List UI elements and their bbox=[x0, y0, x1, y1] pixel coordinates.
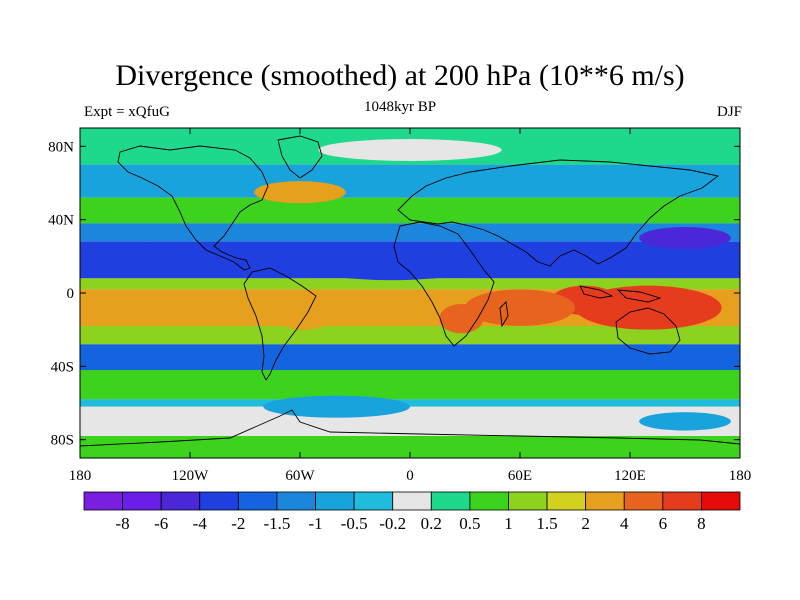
colorbar-label: 1.5 bbox=[536, 514, 557, 533]
subtitle-epoch: 1048kyr BP bbox=[363, 99, 437, 115]
field-band-10 bbox=[80, 399, 740, 407]
coastline-south-america bbox=[243, 267, 317, 381]
colorbar-box bbox=[546, 491, 587, 511]
field-band-11 bbox=[80, 406, 740, 436]
colorbar-label: -6 bbox=[154, 514, 168, 533]
colorbar-labels: -8 -6 -4 -2 -1.5 -1 -0.5 -0.2 0.2 0.5 1 1.5 2 4 6 8 bbox=[116, 514, 706, 533]
x-tick-label: 60W bbox=[285, 468, 315, 484]
subtitle-season: DJF bbox=[716, 104, 742, 120]
colorbar-box bbox=[237, 491, 278, 511]
x-tick-label: 120W bbox=[172, 468, 210, 484]
y-tick-label: 80S bbox=[51, 433, 74, 449]
x-tick-label: 120E bbox=[614, 468, 646, 484]
colorbar-label: -4 bbox=[193, 514, 208, 533]
coastlines bbox=[80, 135, 740, 447]
colorbar-label: 2 bbox=[581, 514, 590, 533]
coastline-greenland bbox=[277, 135, 323, 179]
field-band-3 bbox=[80, 223, 740, 242]
colorbar-box bbox=[276, 491, 316, 511]
field-band-5 bbox=[80, 278, 740, 290]
colorbar-label: -1 bbox=[308, 514, 322, 533]
field-blob-7 bbox=[116, 245, 227, 268]
field-blob-9 bbox=[263, 395, 410, 418]
field-band-9 bbox=[80, 370, 740, 400]
coastline-australia bbox=[615, 307, 681, 355]
subtitle-experiment: Expt = xQfuG bbox=[84, 104, 170, 120]
chart-title: Divergence (smoothed) at 200 hPa (10**6 … bbox=[115, 59, 685, 92]
colorbar-box bbox=[662, 491, 702, 511]
colorbar-label: 0.5 bbox=[459, 514, 480, 533]
colorbar-box bbox=[199, 491, 239, 511]
y-tick-label: 0 bbox=[67, 286, 75, 302]
field-band-1 bbox=[80, 164, 740, 198]
field-band-12 bbox=[80, 436, 740, 458]
field-blob-3 bbox=[439, 304, 484, 334]
field-band-8 bbox=[80, 344, 740, 370]
colorbar-label: -0.2 bbox=[379, 514, 406, 533]
y-tick-label: 40N bbox=[48, 213, 74, 229]
y-tick-label: 40S bbox=[51, 359, 74, 375]
colorbar-box bbox=[315, 491, 355, 511]
colorbar-label: 1 bbox=[504, 514, 513, 533]
coastline-antarctica bbox=[80, 409, 740, 447]
y-tick-labels: 80N 40N 0 40S 80S bbox=[48, 139, 74, 448]
x-tick-label: 180 bbox=[729, 468, 752, 484]
colorbar-box bbox=[585, 491, 625, 511]
field-blob-5 bbox=[300, 247, 484, 281]
colorbar-box bbox=[701, 491, 741, 511]
field-blob-6 bbox=[639, 227, 731, 249]
colorbar-label: -1.5 bbox=[263, 514, 290, 533]
colorbar bbox=[83, 491, 741, 511]
coastline-north-america bbox=[117, 145, 269, 271]
colorbar-label: 0.2 bbox=[421, 514, 442, 533]
coastline-africa bbox=[393, 221, 495, 347]
x-tick-label: 180 bbox=[69, 468, 92, 484]
colorbar-box bbox=[508, 491, 548, 511]
colorbar-label: -8 bbox=[116, 514, 130, 533]
colorbar-box bbox=[623, 491, 664, 511]
coastline-eurasia bbox=[397, 159, 720, 267]
field-blob-8 bbox=[254, 181, 346, 204]
colorbar-box bbox=[122, 491, 162, 511]
coastline-indonesia bbox=[579, 285, 662, 303]
field-band-2 bbox=[80, 197, 740, 224]
x-tick-label: 60E bbox=[508, 468, 532, 484]
field-band-7 bbox=[80, 326, 740, 345]
colorbar-label: 8 bbox=[697, 514, 706, 533]
field-blob-2 bbox=[465, 289, 575, 326]
axis-ticks bbox=[79, 128, 741, 458]
colorbar-label: 6 bbox=[659, 514, 668, 533]
colorbar-box bbox=[83, 491, 123, 511]
colorbar-box bbox=[392, 491, 432, 511]
field-blob-4 bbox=[270, 293, 337, 330]
x-tick-labels: 180 120W 60W 0 60E 120E 180 bbox=[69, 468, 752, 484]
colorbar-box bbox=[430, 491, 471, 511]
x-tick-label: 0 bbox=[406, 468, 414, 484]
colorbar-label: -2 bbox=[231, 514, 245, 533]
field-blob-11 bbox=[318, 139, 502, 161]
field-blob-10 bbox=[639, 412, 731, 431]
y-tick-label: 80N bbox=[48, 139, 74, 155]
divergence-field bbox=[80, 128, 740, 458]
colorbar-label: -0.5 bbox=[341, 514, 368, 533]
colorbar-box bbox=[160, 491, 201, 511]
coastline-madagascar bbox=[499, 301, 509, 328]
colorbar-label: 4 bbox=[620, 514, 629, 533]
colorbar-box bbox=[353, 491, 394, 511]
colorbar-box bbox=[469, 491, 509, 511]
